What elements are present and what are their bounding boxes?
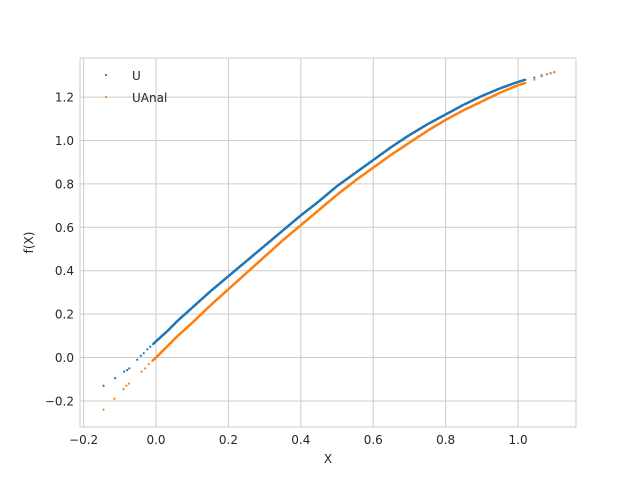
data-point: [127, 382, 130, 385]
legend-label-uanal: UAnal: [132, 91, 167, 105]
data-point: [113, 397, 116, 400]
y-tick-label: 1.0: [55, 134, 74, 148]
x-axis-label: X: [324, 452, 332, 466]
data-point: [533, 78, 536, 81]
y-tick-label: −0.2: [45, 394, 74, 408]
series-u: [102, 71, 556, 387]
data-point: [122, 387, 125, 391]
x-tick-label: 1.0: [509, 433, 528, 447]
y-tick-label: 0.0: [55, 351, 74, 365]
data-point: [125, 384, 128, 387]
data-point: [533, 76, 536, 79]
y-tick-label: 0.8: [55, 177, 74, 191]
data-point: [102, 408, 105, 411]
legend-label-u: U: [132, 69, 141, 83]
data-point: [102, 384, 105, 387]
data-point: [140, 370, 143, 373]
data-point: [149, 345, 152, 348]
data-point: [136, 358, 139, 361]
x-tick-label: 0.0: [146, 433, 165, 447]
x-tick-label: 0.6: [364, 433, 383, 447]
data-point: [125, 369, 129, 372]
data-point: [524, 78, 527, 81]
data-point: [524, 81, 527, 85]
data-point: [549, 72, 552, 75]
data-point: [553, 71, 556, 74]
data-series: [102, 71, 556, 411]
data-point: [123, 370, 126, 373]
data-point: [146, 348, 149, 351]
y-tick-label: 1.2: [55, 91, 74, 105]
x-tick-label: −0.2: [69, 433, 98, 447]
x-tick-label: 0.4: [291, 433, 310, 447]
data-point: [147, 362, 150, 366]
legend-marker-uanal: [104, 95, 108, 99]
y-tick-label: 0.6: [55, 221, 74, 235]
x-tick-label: 0.8: [436, 433, 455, 447]
data-point: [139, 354, 142, 357]
tick-labels: −0.2 0.0 0.2 0.4 0.6 0.8 1.0 −0.2 0.0 0.2 0.4 0.6 0.…: [45, 91, 528, 447]
data-point: [142, 352, 145, 355]
data-point: [114, 377, 117, 380]
x-tick-label: 0.2: [219, 433, 238, 447]
legend-marker-u: [104, 73, 108, 77]
series-uanal: [102, 71, 556, 411]
data-point: [545, 73, 549, 76]
y-tick-label: 0.2: [55, 308, 74, 322]
plot-frame: [79, 57, 577, 428]
data-point: [128, 367, 131, 370]
data-point: [540, 75, 543, 78]
y-axis-label: f(X): [22, 232, 36, 254]
legend: U UAnal: [104, 69, 167, 105]
data-point: [144, 367, 147, 370]
y-tick-label: 0.4: [55, 264, 74, 278]
